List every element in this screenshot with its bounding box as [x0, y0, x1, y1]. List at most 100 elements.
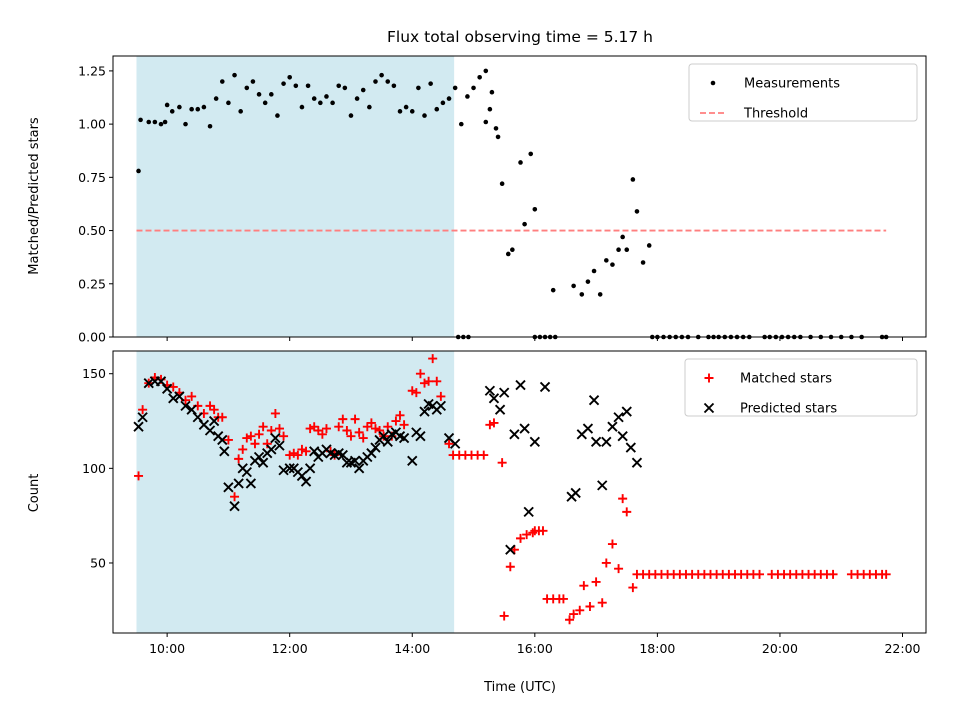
- matched-stars-point: [358, 433, 368, 443]
- measurements-point: [146, 119, 152, 125]
- predicted-stars-point: [274, 440, 285, 451]
- matched-stars-point: [250, 439, 260, 449]
- matched-stars-point: [828, 569, 838, 579]
- measurements-point: [169, 109, 175, 114]
- measurements-point: [324, 94, 329, 99]
- matched-stars-point: [138, 405, 148, 415]
- measurements-point: [138, 117, 143, 123]
- measurements-point: [620, 234, 625, 240]
- predicted-stars-point: [229, 501, 240, 512]
- matched-stars-point: [569, 609, 579, 619]
- measurements-point: [630, 177, 636, 182]
- measurements-point: [646, 243, 652, 248]
- matched-stars-point: [297, 444, 307, 454]
- measurements-point: [183, 121, 188, 127]
- measurements-point: [162, 119, 168, 125]
- measurements-point: [262, 100, 268, 106]
- legend-threshold-label: Threshold: [743, 107, 808, 122]
- predicted-stars-point: [601, 436, 612, 448]
- measurements-point: [305, 83, 311, 89]
- matched-stars-point: [420, 378, 430, 388]
- matched-stars-point: [305, 424, 315, 434]
- predicted-stars-point: [168, 393, 179, 404]
- predicted-stars-point: [133, 421, 144, 432]
- matched-stars-point: [618, 494, 628, 504]
- matched-stars-point: [489, 418, 499, 428]
- x-tick-label: 18:00: [639, 641, 675, 656]
- measurements-point: [505, 251, 511, 257]
- predicted-stars-point: [370, 442, 381, 453]
- matched-stars-point: [258, 422, 268, 432]
- matched-stars-point: [522, 530, 532, 540]
- measurements-point: [373, 79, 378, 84]
- x-tick-label: 22:00: [884, 641, 920, 656]
- predicted-stars-point: [499, 387, 510, 398]
- matched-stars-point: [607, 539, 617, 549]
- measurements-point: [416, 85, 421, 91]
- measurements-point: [483, 119, 489, 125]
- x-tick-label: 10:00: [149, 641, 185, 656]
- measurements-point: [458, 121, 464, 127]
- predicted-stars-point: [378, 430, 389, 442]
- predicted-stars-point: [435, 400, 447, 412]
- predicted-stars-point: [208, 415, 220, 427]
- measurements-point: [510, 247, 515, 253]
- measurements-point: [367, 104, 372, 110]
- top-y-axis-label: Matched/Predicted stars: [27, 117, 42, 275]
- matched-stars-point: [485, 420, 495, 430]
- matched-stars-point: [415, 369, 425, 379]
- measurements-point: [550, 287, 556, 293]
- measurements-point: [293, 83, 299, 89]
- measurements-point: [232, 72, 237, 78]
- predicted-stars-point: [223, 482, 234, 493]
- measurements-point: [256, 92, 262, 97]
- predicted-stars-point: [300, 476, 312, 487]
- matched-stars-point: [591, 577, 601, 587]
- matched-stars-point: [209, 405, 219, 415]
- measurements-point: [616, 247, 621, 253]
- predicted-stars-point: [204, 425, 216, 436]
- matched-stars-point: [755, 569, 765, 579]
- matched-stars-point: [230, 492, 240, 502]
- measurements-point: [348, 113, 354, 118]
- measurements-point: [207, 123, 213, 129]
- matched-stars-point: [234, 454, 244, 464]
- predicted-stars-point: [621, 406, 632, 417]
- predicted-stars-point: [570, 487, 581, 499]
- top-y-tick-label: 0.00: [78, 330, 106, 345]
- measurements-point: [379, 72, 384, 78]
- predicted-stars-point: [539, 381, 551, 393]
- predicted-stars-point: [270, 432, 281, 444]
- matched-stars-point: [436, 391, 446, 401]
- predicted-stars-point: [245, 478, 257, 489]
- matched-stars-point: [342, 425, 352, 435]
- measurements-point: [403, 104, 409, 110]
- measurements-point: [471, 85, 476, 91]
- predicted-stars-point: [161, 383, 173, 395]
- measurements-point: [136, 168, 141, 174]
- top-panel: 0.00 0.25 0.50 0.75 1.00 1.25 Measurements Thre…: [78, 55, 927, 345]
- matched-stars-point: [579, 581, 589, 591]
- matched-stars-point: [516, 533, 526, 543]
- legend-measurements-label: Measurements: [744, 77, 840, 92]
- predicted-stars-point: [353, 463, 365, 474]
- measurements-point: [275, 113, 280, 118]
- measurements-point: [610, 262, 615, 267]
- measurements-point: [522, 221, 527, 227]
- bottom-panel: 50 100 150 10:00 12:00 14:00 16:00 18:00 20:00 22…: [82, 350, 927, 656]
- measurements-point: [238, 109, 243, 114]
- legend-matched-stars-label: Matched stars: [740, 372, 832, 387]
- predicted-stars-point: [217, 434, 228, 446]
- matched-stars-point: [293, 450, 303, 460]
- matched-stars-point: [366, 418, 376, 428]
- measurements-point: [311, 96, 317, 101]
- measurements-point: [385, 79, 391, 84]
- matched-stars-point: [391, 416, 401, 426]
- matched-stars-point: [411, 388, 421, 398]
- measurements-point: [477, 74, 482, 80]
- matched-stars-point: [497, 458, 507, 468]
- measurements-point: [342, 85, 348, 91]
- x-tick-label: 14:00: [394, 641, 430, 656]
- predicted-stars-point: [419, 406, 430, 417]
- matched-stars-point: [614, 564, 624, 574]
